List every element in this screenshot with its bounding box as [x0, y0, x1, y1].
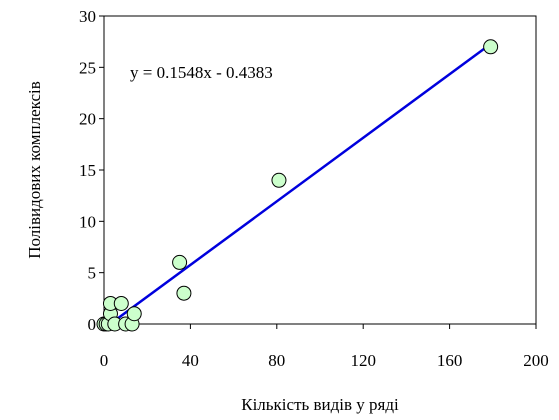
x-tick-label: 40: [182, 351, 199, 370]
y-tick-label: 30: [79, 7, 96, 26]
x-tick-label: 80: [268, 351, 285, 370]
x-tick-label: 160: [437, 351, 463, 370]
y-axis-title: Полівидових комплексів: [25, 81, 44, 259]
trendline-equation: y = 0.1548x - 0.4383: [130, 63, 273, 82]
y-tick-label: 10: [79, 212, 96, 231]
y-axis: 0 5 10 15 20 25 30: [79, 7, 104, 334]
data-point: [176, 285, 192, 301]
y-tick-label: 20: [79, 110, 96, 129]
x-tick-label: 120: [350, 351, 376, 370]
data-point: [126, 306, 142, 322]
data-points: [96, 39, 499, 332]
trendline-line: [109, 43, 492, 325]
x-axis: 0 40 80 120 160 200: [100, 324, 549, 370]
data-point: [172, 254, 188, 270]
y-tick-label: 25: [79, 58, 96, 77]
y-tick-label: 15: [79, 161, 96, 180]
data-point: [113, 295, 129, 311]
x-tick-label: 0: [100, 351, 109, 370]
data-point: [483, 39, 499, 55]
y-tick-label: 0: [88, 315, 97, 334]
equation-label: y = 0.1548x - 0.4383: [125, 60, 325, 84]
trendline: [109, 43, 492, 325]
data-point: [271, 172, 287, 188]
equation-label-background: [125, 60, 325, 84]
x-tick-label: 200: [523, 351, 549, 370]
y-tick-label: 5: [88, 264, 97, 283]
x-axis-title: Кількість видів у ряді: [241, 395, 399, 414]
